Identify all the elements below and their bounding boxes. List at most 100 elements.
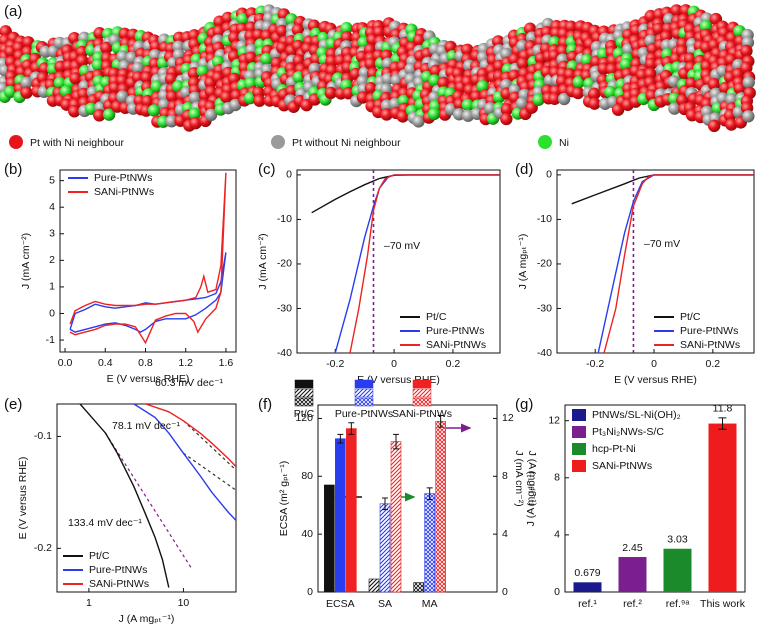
atom <box>427 107 441 121</box>
x-axis-label: J (A mgₚₜ⁻¹) <box>119 613 175 625</box>
atom <box>275 24 289 38</box>
bar <box>335 438 346 593</box>
y2-tick-label: 8 <box>502 470 508 482</box>
atom <box>140 71 153 84</box>
data-label: 0.679 <box>574 567 600 579</box>
error-bar <box>393 433 399 450</box>
y-axis-label: J (mA cm⁻²) <box>257 233 269 289</box>
panel-label: (g) <box>515 396 533 413</box>
data-line <box>145 404 236 468</box>
legend-label: Pure-PtNWs <box>335 408 393 420</box>
atom <box>725 118 738 131</box>
atom <box>644 67 657 81</box>
atom <box>204 108 218 122</box>
atom <box>77 87 90 101</box>
atom <box>611 103 625 116</box>
y-tick-label: 80 <box>301 470 313 482</box>
x-tick-label: 0 <box>651 358 657 370</box>
x-tick-label: 1 <box>86 597 92 609</box>
legend-swatch <box>412 397 432 407</box>
legend-marker <box>9 135 23 149</box>
bar <box>618 557 647 592</box>
atom <box>740 61 753 75</box>
x-tick-label: 0.2 <box>706 358 721 370</box>
x-tick-label: This work <box>700 598 746 610</box>
y-tick-label: 0 <box>546 169 552 181</box>
atom <box>260 52 273 66</box>
atom <box>461 98 475 112</box>
panel-label: (d) <box>515 161 533 178</box>
x-tick-label: ref.⁹ᵃ <box>666 598 690 610</box>
atom <box>605 63 619 76</box>
data-label: 3.03 <box>667 534 688 546</box>
atom <box>699 19 713 33</box>
atom <box>564 20 578 33</box>
atom <box>75 45 89 59</box>
y-tick-label: 3 <box>49 228 55 240</box>
y-tick-label: -10 <box>277 213 292 225</box>
atom <box>93 109 106 122</box>
plot-frame <box>317 404 498 593</box>
legend-label: SANi-PtNWs <box>392 408 452 420</box>
annotation: 78.1 mV dec⁻¹ <box>112 420 180 432</box>
nanowire-model <box>0 4 756 133</box>
panel-label: (e) <box>4 396 22 413</box>
y2-tick-label: 4 <box>502 528 508 540</box>
y-tick-label: 2 <box>49 254 55 266</box>
legend-swatch <box>354 397 374 407</box>
y-tick-label: -30 <box>277 302 292 314</box>
data-line <box>349 174 500 353</box>
atom <box>548 92 561 105</box>
atom <box>580 53 594 67</box>
y-axis-label: ECSA (m² gₚₜ⁻¹) <box>278 461 290 537</box>
x-tick-label: 0 <box>391 358 397 370</box>
legend-label: Pt/C <box>426 311 447 323</box>
legend-label: PtNWs/SL-Ni(OH)₂ <box>592 409 681 421</box>
x-tick-label: SA <box>378 598 392 610</box>
atom <box>740 44 753 58</box>
atom <box>147 104 161 117</box>
data-line <box>133 404 236 521</box>
atom <box>571 86 585 100</box>
legend-label: Pt/C <box>89 550 110 562</box>
bar <box>413 582 424 593</box>
legend-swatch <box>354 379 374 389</box>
atom <box>189 116 202 130</box>
y-tick-label: -0.1 <box>34 430 52 442</box>
y2-axis-label: J (mA cm⁻²) <box>513 450 525 506</box>
x-tick-label: 1.2 <box>178 357 193 369</box>
x-tick-label: -0.2 <box>586 358 604 370</box>
atom <box>220 90 233 104</box>
atom <box>380 108 393 121</box>
atom <box>141 95 154 108</box>
y2-tick-label: 12 <box>502 412 514 424</box>
y-axis-label: J (A mgₚₜ⁻¹) <box>525 471 537 527</box>
atom <box>244 51 258 64</box>
atom <box>619 58 633 71</box>
x-tick-label: ref.¹ <box>578 598 597 610</box>
atom <box>588 87 601 101</box>
bar <box>435 421 446 593</box>
legend-swatch <box>572 426 586 438</box>
data-line <box>69 252 227 333</box>
atom <box>4 85 17 99</box>
atom <box>683 52 697 65</box>
fit-line <box>183 452 236 491</box>
atom <box>668 102 681 115</box>
error-bar <box>348 422 355 435</box>
atom <box>437 76 450 90</box>
legend-label: hcp-Pt-Ni <box>592 443 636 455</box>
x-tick-label: 10 <box>178 597 190 609</box>
x-axis-label: E (V versus RHE) <box>107 373 190 385</box>
atom <box>324 86 337 100</box>
data-line <box>603 174 754 353</box>
data-line <box>69 172 227 345</box>
atom <box>500 112 513 126</box>
x-tick-label: 0.0 <box>58 357 73 369</box>
panel-label: (a) <box>4 3 22 20</box>
atom <box>100 41 113 55</box>
atom <box>188 107 201 121</box>
atom <box>396 110 409 123</box>
